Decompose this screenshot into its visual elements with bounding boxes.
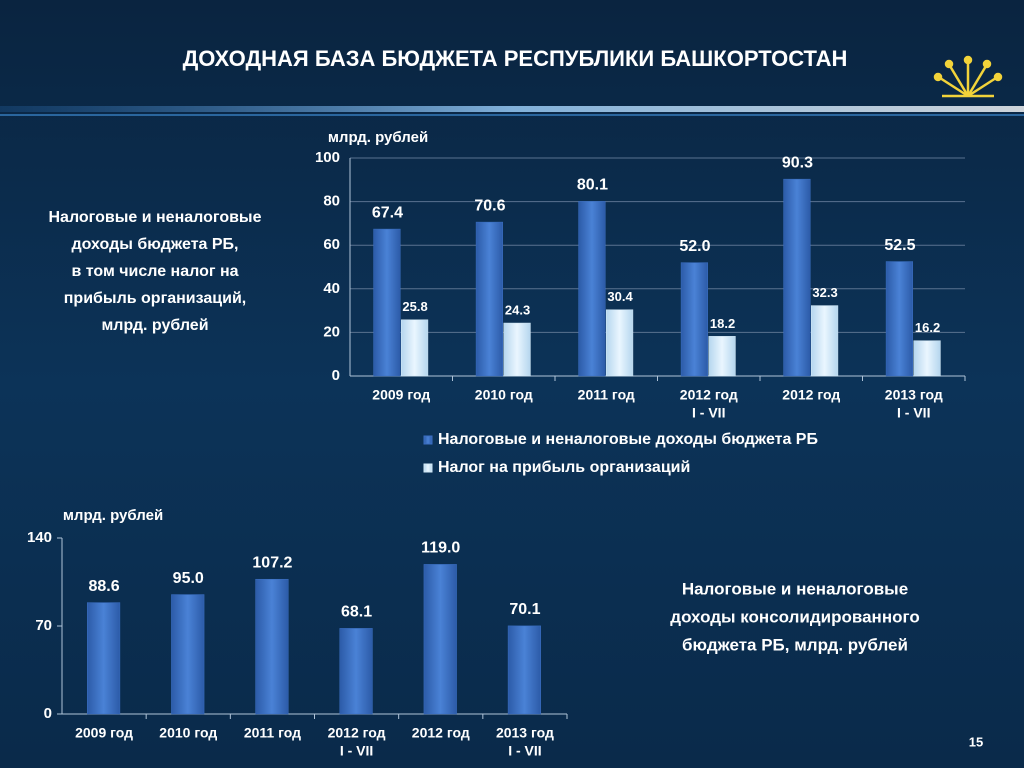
caption-line: Налоговые и неналоговые	[48, 209, 261, 226]
y-tick-label: 140	[27, 529, 52, 546]
data-label: 95.0	[173, 570, 204, 587]
y-axis-label: млрд. рублей	[63, 507, 163, 524]
x-tick-label: 2013 год	[885, 387, 943, 403]
y-tick-label: 100	[315, 149, 340, 166]
data-label: 52.0	[679, 238, 710, 255]
caption-line: млрд. рублей	[101, 317, 208, 334]
bar	[339, 628, 373, 715]
data-label: 90.3	[782, 154, 813, 171]
bar	[401, 319, 429, 377]
y-tick-label: 40	[323, 280, 340, 297]
bar	[680, 262, 709, 377]
bar	[475, 221, 504, 377]
y-tick-label: 80	[323, 193, 340, 210]
data-label: 68.1	[341, 604, 372, 621]
page-number: 15	[969, 734, 983, 749]
bar	[373, 228, 401, 377]
bar	[423, 564, 457, 715]
data-label: 25.8	[402, 299, 427, 314]
data-label: 70.1	[509, 601, 540, 618]
bar	[606, 309, 634, 377]
x-tick-label: I - VII	[692, 405, 725, 421]
data-label: 52.5	[884, 237, 915, 254]
y-tick-label: 70	[35, 617, 52, 634]
caption-line: в том числе налог на	[71, 263, 238, 280]
data-label: 67.4	[372, 204, 403, 221]
data-label: 88.6	[89, 578, 120, 595]
bar	[578, 201, 606, 377]
x-tick-label: 2010 год	[475, 387, 533, 403]
bar	[783, 178, 811, 377]
legend-swatch	[423, 463, 433, 473]
data-label: 80.1	[577, 177, 608, 194]
data-label: 18.2	[710, 316, 735, 331]
data-label: 24.3	[505, 302, 530, 317]
x-tick-label: 2011 год	[244, 725, 301, 741]
header-band	[0, 106, 1024, 112]
caption-line: доходы консолидированного	[670, 607, 919, 626]
bar	[87, 602, 121, 715]
caption-line: Налоговые и неналоговые	[682, 579, 908, 598]
bar	[171, 594, 205, 715]
legend-swatch	[423, 435, 433, 445]
x-tick-label: 2012 год	[328, 725, 386, 741]
caption-line: прибыль организаций,	[64, 290, 246, 307]
data-label: 32.3	[812, 285, 837, 300]
caption-line: бюджета РБ, млрд. рублей	[682, 635, 908, 654]
caption-line: доходы бюджета РБ,	[72, 236, 239, 253]
y-tick-label: 60	[323, 236, 340, 253]
data-label: 107.2	[252, 554, 292, 571]
bar	[811, 305, 839, 377]
x-tick-label: 2009 год	[75, 725, 133, 741]
x-tick-label: 2012 год	[412, 725, 470, 741]
bar	[503, 322, 531, 377]
y-tick-label: 0	[44, 705, 52, 722]
x-tick-label: 2013 год	[496, 725, 554, 741]
logo	[933, 55, 1003, 98]
bar	[708, 336, 736, 377]
data-label: 119.0	[421, 540, 460, 557]
x-tick-label: 2012 год	[680, 387, 738, 403]
header-band-thin	[0, 114, 1024, 116]
data-label: 30.4	[607, 289, 633, 304]
legend-label: Налоговые и неналоговые доходы бюджета Р…	[438, 431, 818, 448]
data-label: 16.2	[915, 320, 940, 335]
x-tick-label: I - VII	[897, 405, 930, 421]
x-tick-label: 2009 год	[372, 387, 430, 403]
x-tick-label: 2011 год	[578, 387, 635, 403]
bar	[913, 340, 941, 377]
x-tick-label: I - VII	[340, 743, 373, 759]
data-label: 70.6	[474, 197, 505, 214]
legend-label: Налог на прибыль организаций	[438, 459, 690, 476]
x-tick-label: 2012 год	[782, 387, 840, 403]
bar	[255, 578, 289, 715]
y-axis-label: млрд. рублей	[328, 129, 428, 146]
bar	[885, 261, 914, 377]
x-tick-label: I - VII	[508, 743, 541, 759]
x-tick-label: 2010 год	[159, 725, 217, 741]
bar	[507, 625, 542, 715]
y-tick-label: 0	[332, 367, 340, 384]
y-tick-label: 20	[323, 323, 340, 340]
slide-title: ДОХОДНАЯ БАЗА БЮДЖЕТА РЕСПУБЛИКИ БАШКОРТ…	[183, 46, 848, 71]
